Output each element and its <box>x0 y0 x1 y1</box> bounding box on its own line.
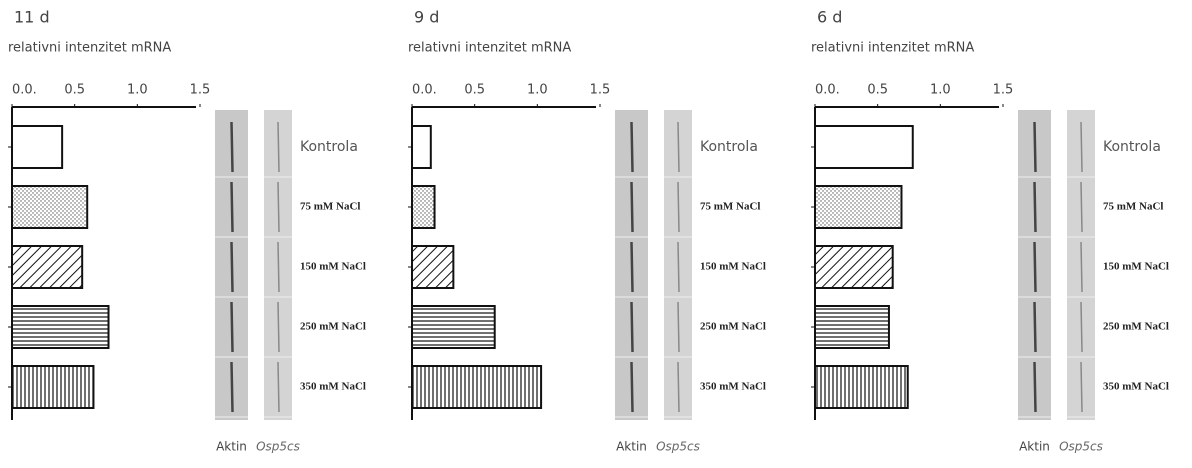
gel-band <box>1033 241 1037 293</box>
bar <box>11 365 95 409</box>
lane-label: Aktin <box>216 440 247 454</box>
x-tick-label: 0.5 <box>464 83 485 98</box>
category-label: 150 mM NaCl <box>1103 261 1169 273</box>
x-axis-label: relativni intenzitet mRNA <box>8 41 171 56</box>
x-tick-label: 1.0 <box>127 83 148 98</box>
panel-title: 11 d <box>14 8 50 27</box>
bar <box>11 125 64 169</box>
gel-band <box>1080 241 1083 293</box>
panel-title: 9 d <box>414 8 439 27</box>
lane-label: Aktin <box>1019 440 1050 454</box>
x-axis-label: relativni intenzitet mRNA <box>408 41 571 56</box>
category-label: 250 mM NaCl <box>1103 321 1169 333</box>
x-tick-label: 1.0 <box>527 83 548 98</box>
gel-band <box>230 361 234 413</box>
gel-band <box>277 241 280 293</box>
gel-band <box>677 361 680 413</box>
category-label: 350 mM NaCl <box>1103 381 1169 393</box>
category-label: 150 mM NaCl <box>300 261 366 273</box>
x-tick-label: 1.5 <box>590 83 611 98</box>
x-tick-label: 0.0. <box>412 83 437 98</box>
category-label: 350 mM NaCl <box>300 381 366 393</box>
gel-band <box>230 181 234 233</box>
category-label: 250 mM NaCl <box>700 321 766 333</box>
category-label: Kontrola <box>1103 139 1161 155</box>
x-tick-label: 0.5 <box>64 83 85 98</box>
gel-band <box>677 241 680 293</box>
x-tick-label: 0.0. <box>12 83 37 98</box>
bar <box>411 365 543 409</box>
x-tick-label: 1.0 <box>930 83 951 98</box>
gel-band <box>1033 301 1037 353</box>
category-label: Kontrola <box>700 139 758 155</box>
lane-label: Osp5cs <box>256 440 300 454</box>
bar <box>11 245 84 289</box>
bar <box>411 185 436 229</box>
lane-label: Osp5cs <box>1059 440 1103 454</box>
gel-band <box>1080 301 1083 353</box>
category-label: 75 mM NaCl <box>700 201 761 213</box>
category-label: 75 mM NaCl <box>300 201 361 213</box>
x-tick-label: 0.5 <box>867 83 888 98</box>
gel-band <box>677 121 680 173</box>
gel-band <box>230 301 234 353</box>
panel-title: 6 d <box>817 8 842 27</box>
bar <box>814 245 894 289</box>
x-tick-label: 1.5 <box>993 83 1014 98</box>
gel-band <box>630 181 634 233</box>
bar <box>814 365 909 409</box>
bar <box>814 125 914 169</box>
gel-band <box>230 121 234 173</box>
gel-band <box>677 181 680 233</box>
gel-band <box>277 361 280 413</box>
bar <box>411 125 432 169</box>
gel-band <box>630 241 634 293</box>
bar <box>814 305 890 349</box>
gel-band <box>1033 181 1037 233</box>
gel-band <box>230 241 234 293</box>
category-label: 75 mM NaCl <box>1103 201 1164 213</box>
bar <box>11 305 110 349</box>
x-tick-label: 1.5 <box>190 83 211 98</box>
gel-band <box>1033 121 1037 173</box>
bar <box>411 305 496 349</box>
gel-band <box>1080 121 1083 173</box>
lane-label: Aktin <box>616 440 647 454</box>
gel-band <box>277 181 280 233</box>
gel-band <box>677 301 680 353</box>
bar <box>11 185 89 229</box>
category-label: 150 mM NaCl <box>700 261 766 273</box>
category-label: 350 mM NaCl <box>700 381 766 393</box>
gel-band <box>1033 361 1037 413</box>
gel-band <box>1080 361 1083 413</box>
gel-band <box>277 301 280 353</box>
gel-band <box>630 121 634 173</box>
bar <box>814 185 903 229</box>
bar <box>411 245 455 289</box>
gel-band <box>630 361 634 413</box>
category-label: Kontrola <box>300 139 358 155</box>
gel-band <box>630 301 634 353</box>
gel-band <box>277 121 280 173</box>
gel-band <box>1080 181 1083 233</box>
category-label: 250 mM NaCl <box>300 321 366 333</box>
x-axis-label: relativni intenzitet mRNA <box>811 41 974 56</box>
x-tick-label: 0.0. <box>815 83 840 98</box>
lane-label: Osp5cs <box>656 440 700 454</box>
